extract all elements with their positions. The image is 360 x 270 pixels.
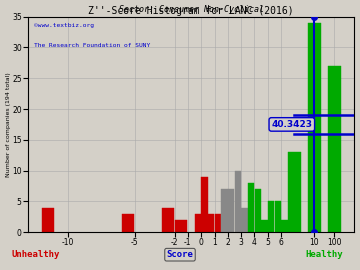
Bar: [282, 220, 288, 232]
Bar: [248, 183, 254, 232]
Bar: [288, 152, 301, 232]
Bar: [275, 201, 281, 232]
Text: Score: Score: [167, 250, 193, 259]
Text: 40.3423: 40.3423: [271, 120, 312, 129]
Bar: [42, 208, 54, 232]
Bar: [255, 189, 261, 232]
Bar: [215, 214, 221, 232]
Bar: [308, 23, 321, 232]
Text: Sector: Consumer Non-Cyclical: Sector: Consumer Non-Cyclical: [119, 5, 264, 15]
Bar: [122, 214, 134, 232]
Text: ©www.textbiz.org: ©www.textbiz.org: [35, 23, 94, 28]
Bar: [175, 220, 187, 232]
Bar: [228, 189, 234, 232]
Bar: [261, 220, 267, 232]
Bar: [235, 171, 241, 232]
Bar: [162, 208, 174, 232]
Bar: [208, 214, 214, 232]
Title: Z''-Score Histogram for LANC (2016): Z''-Score Histogram for LANC (2016): [89, 6, 294, 16]
Text: The Research Foundation of SUNY: The Research Foundation of SUNY: [35, 42, 151, 48]
Y-axis label: Number of companies (194 total): Number of companies (194 total): [5, 72, 10, 177]
Bar: [195, 214, 201, 232]
Bar: [202, 177, 208, 232]
Text: Healthy: Healthy: [305, 250, 343, 259]
Bar: [221, 189, 228, 232]
Bar: [328, 66, 341, 232]
Text: Unhealthy: Unhealthy: [12, 250, 60, 259]
Bar: [268, 201, 274, 232]
Bar: [242, 208, 248, 232]
